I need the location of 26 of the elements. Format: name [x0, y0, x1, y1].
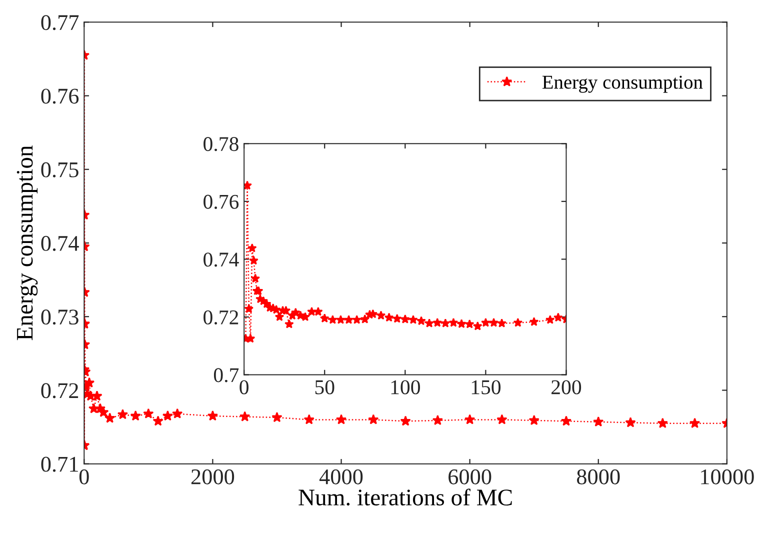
y-tick-label: 0.75	[41, 162, 78, 178]
y-tick-label: 0.78	[204, 137, 238, 152]
x-tick-label: 10000	[701, 469, 754, 484]
y-tick-label: 0.77	[41, 15, 79, 30]
x-tick-label: 4000	[319, 469, 363, 484]
x-tick-label: 6000	[448, 469, 492, 484]
x-tick-label: 50	[315, 380, 334, 394]
y-tick-label: 0.74	[41, 236, 79, 252]
y-tick-label: 0.74	[204, 252, 239, 267]
x-tick-label: 8000	[576, 469, 620, 484]
y-tick-label: 0.72	[204, 310, 238, 325]
y-tick-label: 0.76	[204, 194, 239, 209]
x-tick-label: 0	[79, 469, 89, 484]
x-tick-label: 100	[391, 380, 420, 394]
legend-label: Energy consumption	[542, 76, 703, 93]
x-tick-label: 150	[472, 380, 501, 394]
x-tick-label: 2000	[191, 469, 234, 484]
y-tick-label: 0.73	[41, 310, 78, 325]
y-tick-label: 0.7	[214, 368, 239, 382]
x-axis-title: Num. iterations of MC	[298, 488, 512, 506]
x-tick-label: 0	[240, 380, 248, 394]
y-tick-label: 0.72	[41, 383, 78, 398]
x-tick-label: 200	[552, 380, 582, 394]
y-tick-label: 0.76	[41, 88, 79, 104]
y-tick-label: 0.71	[41, 456, 78, 472]
y-axis-title: Energy consumption	[16, 146, 38, 340]
